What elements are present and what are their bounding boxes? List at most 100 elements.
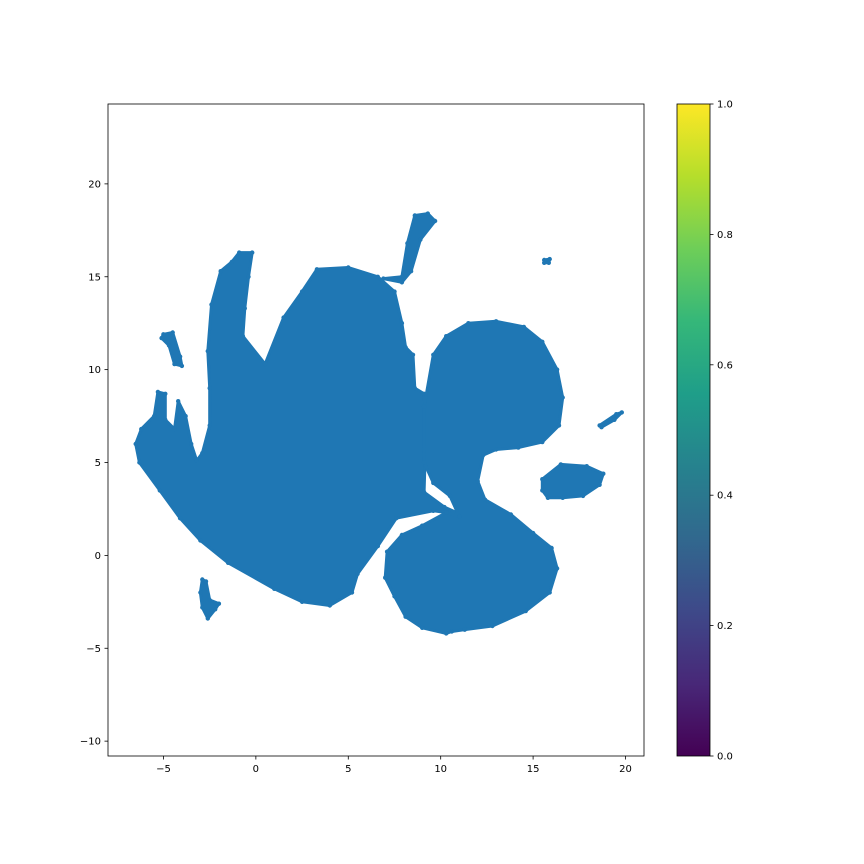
scatter-region-lower-left-strand [198,577,222,621]
scatter-point [462,627,467,632]
x-tick-label: 0 [253,764,259,775]
scatter-point [540,439,545,445]
scatter-point [403,614,408,619]
scatter-point [137,460,142,465]
y-tick-label: 15 [88,272,101,283]
axes-frame [107,103,645,757]
scatter-point [349,590,355,595]
scatter-point [540,339,545,344]
scatter-point [240,334,246,339]
scatter-point [394,516,399,521]
scatter-point [200,605,205,610]
scatter-point [560,395,565,400]
scatter-plot-area: −5 0 5 10 15 20 −10 −5 0 5 10 15 20 [80,103,645,775]
scatter-point [431,480,436,486]
scatter-point [482,497,488,502]
x-tick-label: 10 [434,764,447,775]
scatter-point [420,625,425,630]
scatter-point [157,488,162,493]
scatter-point [432,218,438,224]
scatter-point [425,211,430,216]
scatter-point [547,590,552,595]
scatter-point [383,575,388,580]
scatter-point [163,417,168,422]
scatter-point [250,250,255,255]
scatter-point [399,321,405,326]
scatter-point [242,306,247,311]
scatter-region-right-upper-lobe [383,319,565,636]
scatter-point [381,276,386,281]
scatter-point [490,623,495,629]
y-tick-label: −10 [80,737,101,748]
scatter-region-body [381,212,437,284]
scatter-point [554,367,560,372]
scatter-point [481,452,486,458]
scatter-point [546,260,551,265]
scatter-point [176,399,181,404]
scatter-point [384,549,390,554]
scatter-point [558,462,563,467]
y-axis: −10 −5 0 5 10 15 20 [80,179,108,748]
scatter-region-body [540,462,605,500]
scatter-point [163,391,168,396]
x-axis: −5 0 5 10 15 20 [156,756,632,775]
scatter-point [540,477,545,482]
scatter-point [203,579,209,584]
x-tick-label: 5 [345,764,351,775]
scatter-point [209,302,214,307]
scatter-point [152,413,157,419]
scatter-point [392,289,397,294]
scatter-point [392,594,397,599]
scatter-point [412,386,417,391]
scatter-point [601,471,606,476]
y-tick-label: 0 [95,551,101,562]
scatter-point [549,545,554,551]
scatter-point [198,590,203,595]
scatter-point [246,274,251,279]
scatter-point [166,343,172,348]
scatter-point [449,629,454,634]
scatter-point [612,417,617,422]
scatter-point [225,560,231,565]
scatter-point [444,510,449,515]
scatter-point [421,490,427,495]
scatter-point [442,504,447,510]
x-tick-label: 15 [527,764,540,775]
scatter-point [556,423,562,428]
scatter-point [213,607,218,612]
scatter-point [560,495,565,500]
colorbar-tick-label: 0.2 [717,621,733,632]
scatter-point [420,523,425,528]
scatter-point [614,412,619,417]
scatter-region-main-cluster [133,250,464,608]
colorbar-tick-label: 0.6 [717,360,733,371]
scatter-point [547,256,552,262]
scatter-point [172,361,177,367]
scatter-point [493,447,499,452]
colorbar-tick-label: 0.0 [717,752,733,763]
scatter-point [375,543,380,549]
scatter-point [159,335,164,341]
x-tick-label: −5 [156,764,171,775]
scatter-point [542,260,547,265]
scatter-point [133,441,138,447]
scatter-point [189,441,194,447]
scatter-point [540,488,545,493]
scatter-point [177,354,183,359]
scatter-point [431,352,436,357]
scatter-point [516,445,521,450]
scatter-region-small-dot [542,256,552,265]
scatter-point [421,404,427,409]
colorbar-tick-label: 0.8 [717,230,733,241]
scatter-point [399,274,405,279]
scatter-point [272,586,277,591]
scatter-point [207,597,212,603]
scatter-point [207,423,212,428]
colorbar-axis: 0.0 0.2 0.4 0.6 0.8 1.0 [710,100,733,763]
scatter-point [399,280,405,285]
scatter-point [580,493,586,499]
colorbar: 0.0 0.2 0.4 0.6 0.8 1.0 [676,100,733,763]
scatter-point [508,512,514,517]
scatter-point [170,330,175,335]
